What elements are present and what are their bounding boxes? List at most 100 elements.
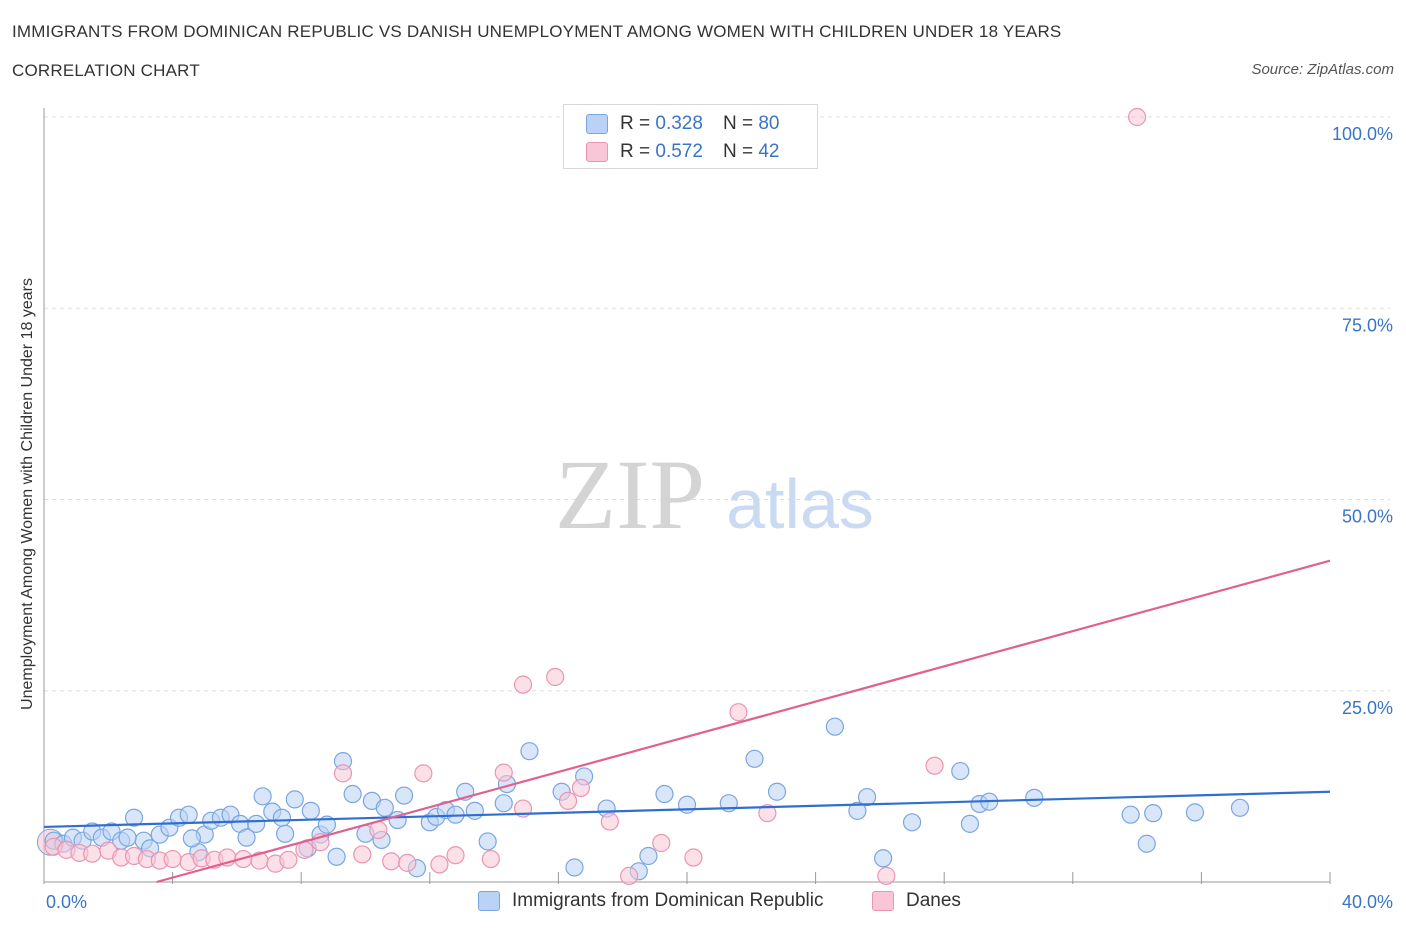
- danes-point: [620, 866, 639, 885]
- dominican-point: [960, 814, 980, 833]
- dominican-point: [1025, 788, 1044, 807]
- dominican-point: [520, 742, 539, 761]
- trend-lines: [43, 559, 1331, 884]
- danes-point: [684, 848, 703, 867]
- tick-labels: 25.0% 50.0% 75.0% 100.0% 0.0% 40.0%: [46, 124, 1393, 912]
- dominican-point: [124, 808, 144, 827]
- dominican-point: [857, 787, 877, 807]
- danes-point: [877, 866, 896, 885]
- danes-point: [600, 812, 619, 831]
- danes-trend-line: [156, 559, 1331, 884]
- danes-point: [758, 804, 777, 823]
- x-tick-label: 40.0%: [1342, 892, 1393, 912]
- watermark: ZIP atlas: [555, 439, 874, 550]
- dominican-point: [465, 801, 484, 820]
- legend-label: Danes: [906, 890, 961, 911]
- dominican-point: [902, 813, 922, 832]
- danes-point: [382, 852, 401, 871]
- danes-point: [925, 756, 944, 775]
- dominican-point: [343, 784, 362, 804]
- y-tick-label: 75.0%: [1342, 315, 1393, 335]
- dominican-point: [247, 814, 266, 833]
- y-tick-label: 25.0%: [1342, 698, 1393, 718]
- dominican-point: [301, 801, 320, 820]
- dominican-point: [494, 794, 513, 813]
- danes-point: [279, 850, 298, 869]
- dominican-point: [1121, 805, 1140, 824]
- dominican-point: [825, 717, 844, 736]
- dominican-point: [1230, 798, 1250, 817]
- y-tick-label: 100.0%: [1332, 124, 1393, 144]
- dominican-trend-line: [43, 790, 1331, 829]
- watermark-atlas: atlas: [726, 465, 874, 543]
- dominican-point: [327, 847, 346, 866]
- danes-point: [571, 778, 591, 798]
- n-value: 80: [758, 113, 780, 134]
- dominican-point: [1144, 804, 1163, 823]
- danes-point: [652, 833, 671, 853]
- dominican-point: [237, 828, 256, 847]
- r-value: 0.328: [655, 113, 703, 134]
- danes-point: [546, 667, 565, 687]
- legend-item-dominican: Immigrants from Dominican Republic: [478, 890, 824, 912]
- danes-point: [446, 846, 465, 865]
- axes: [43, 108, 1331, 884]
- dominican-point: [848, 801, 867, 820]
- dominican-point: [394, 786, 414, 805]
- danes-point: [494, 763, 513, 782]
- dominican-point: [276, 824, 295, 843]
- dominican-point: [767, 782, 787, 801]
- dominican-point: [375, 798, 394, 817]
- n-label: N =: [722, 141, 754, 162]
- chart-title: IMMIGRANTS FROM DOMINICAN REPUBLIC VS DA…: [12, 22, 1062, 41]
- source-credit: Source: ZipAtlas.com: [1251, 61, 1394, 78]
- y-tick-label: 50.0%: [1342, 507, 1393, 527]
- r-label: R =: [620, 113, 651, 134]
- dominican-point: [1137, 834, 1156, 853]
- dominican-point: [655, 784, 674, 804]
- x-tick-label: 0.0%: [46, 892, 87, 912]
- gridlines: [44, 116, 1390, 692]
- dominican-point: [478, 832, 497, 851]
- r-label: R =: [620, 141, 651, 162]
- stats-legend: R = 0.328 N = 80 R = 0.572 N = 42: [563, 104, 818, 169]
- danes-point: [83, 844, 102, 863]
- dominican-point: [272, 808, 292, 827]
- dominican-point: [253, 787, 272, 806]
- dominican-point: [565, 858, 584, 877]
- danes-point: [163, 849, 182, 869]
- n-value: 42: [758, 141, 780, 162]
- pink-swatch-icon: [586, 142, 608, 162]
- danes-point: [414, 764, 433, 783]
- danes-point: [1127, 107, 1147, 127]
- r-value: 0.572: [655, 141, 703, 162]
- danes-point: [513, 675, 533, 694]
- blue-swatch-icon: [478, 891, 500, 911]
- watermark-zip: ZIP: [555, 439, 705, 550]
- dominican-point: [285, 790, 304, 809]
- legend-label: Immigrants from Dominican Republic: [512, 890, 824, 911]
- danes-point: [353, 845, 372, 864]
- dominican-point: [639, 846, 658, 866]
- stats-row-pink: R = 0.572 N = 42: [586, 141, 779, 163]
- danes-point: [481, 849, 500, 869]
- danes-point: [558, 791, 578, 811]
- danes-point: [729, 703, 748, 722]
- chart-subtitle: CORRELATION CHART: [12, 61, 200, 80]
- pink-swatch-icon: [872, 891, 894, 911]
- danes-point: [430, 855, 449, 874]
- dominican-point: [745, 749, 764, 768]
- dominican-point: [118, 828, 137, 847]
- n-label: N =: [722, 113, 754, 134]
- blue-swatch-icon: [586, 114, 608, 134]
- legend-item-danes: Danes: [872, 890, 961, 912]
- dominican-point: [951, 761, 970, 781]
- danes-point: [333, 764, 353, 783]
- dominican-point: [1185, 803, 1205, 822]
- dominican-point: [874, 849, 893, 868]
- dominican-point: [677, 795, 697, 814]
- danes-point: [398, 853, 417, 872]
- dominican-point: [179, 805, 198, 824]
- dominican-point: [182, 829, 201, 848]
